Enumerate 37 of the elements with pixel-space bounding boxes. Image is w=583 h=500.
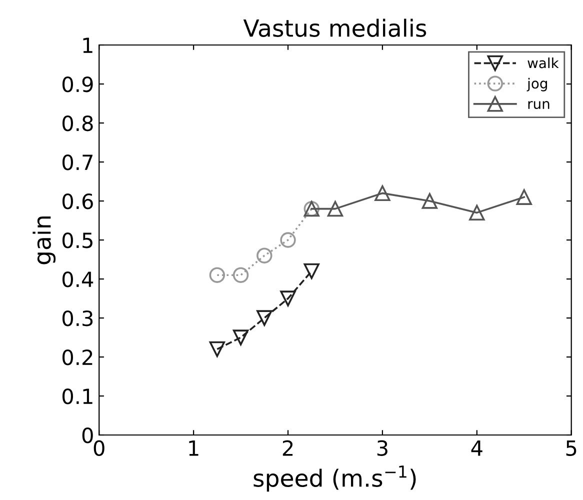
point bbox=[516, 189, 532, 205]
y-tick-label: 0.1 bbox=[62, 388, 92, 404]
legend-label: walk bbox=[528, 58, 559, 68]
point bbox=[232, 330, 249, 346]
y-tick-label: 0.5 bbox=[62, 232, 92, 248]
y-tick-label: 0.7 bbox=[62, 154, 92, 170]
x-tick-label: 2 bbox=[282, 440, 293, 456]
point bbox=[422, 193, 438, 209]
x-tick-label: 1 bbox=[189, 440, 198, 456]
y-axis-title: gain bbox=[32, 216, 56, 264]
x-tick-label: 3 bbox=[377, 440, 388, 456]
point bbox=[232, 267, 249, 283]
point bbox=[469, 204, 485, 221]
point bbox=[374, 185, 390, 202]
x-axis-title: speed (m.s$^{−1}$) bbox=[254, 466, 416, 492]
y-tick-label: 0.6 bbox=[62, 193, 93, 210]
y-tick-label: 0.8 bbox=[62, 115, 93, 132]
point bbox=[280, 290, 296, 306]
chart-title: Vastus medialis bbox=[243, 18, 426, 37]
point bbox=[327, 200, 344, 217]
legend-label: run bbox=[528, 101, 550, 110]
y-tick-label: 0.4 bbox=[62, 271, 94, 288]
y-tick-label: 1 bbox=[83, 38, 92, 53]
point bbox=[256, 248, 272, 264]
y-tick-label: 0.9 bbox=[62, 76, 93, 92]
point bbox=[304, 263, 320, 280]
legend-label: jog bbox=[526, 78, 547, 92]
y-tick-label: 0 bbox=[82, 427, 93, 444]
x-tick-label: 0 bbox=[94, 440, 104, 456]
x-tick-label: 4 bbox=[471, 440, 482, 456]
y-tick-label: 0.2 bbox=[62, 349, 92, 366]
y-tick-label: 0.3 bbox=[62, 310, 93, 326]
point bbox=[280, 232, 296, 248]
point bbox=[209, 341, 226, 358]
x-tick-label: 5 bbox=[566, 440, 576, 456]
point bbox=[209, 267, 226, 283]
point bbox=[256, 310, 272, 326]
